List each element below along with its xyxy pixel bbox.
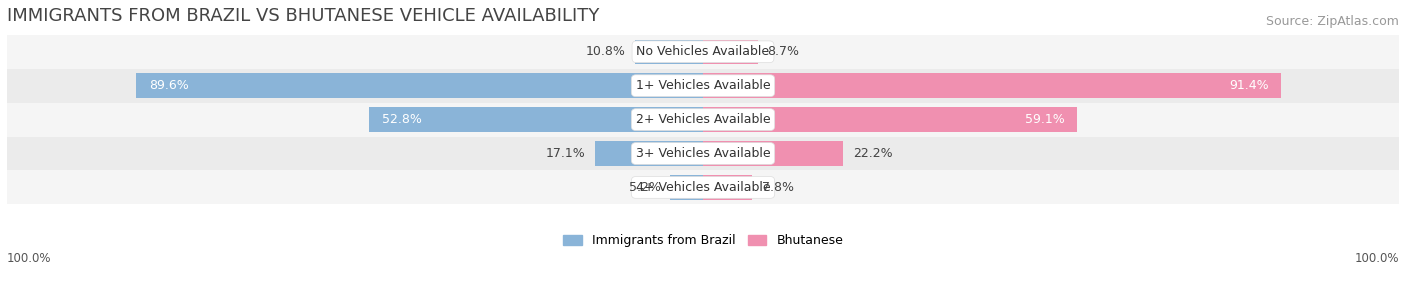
Text: 17.1%: 17.1% [546, 147, 585, 160]
Bar [0, 35, 1406, 69]
Text: 4+ Vehicles Available: 4+ Vehicles Available [636, 181, 770, 194]
Text: 91.4%: 91.4% [1229, 79, 1268, 92]
Text: 52.8%: 52.8% [381, 113, 422, 126]
Text: 1+ Vehicles Available: 1+ Vehicles Available [636, 79, 770, 92]
Text: No Vehicles Available: No Vehicles Available [637, 45, 769, 58]
Bar [703, 108, 1077, 132]
Bar [0, 170, 1406, 204]
Text: 7.8%: 7.8% [762, 181, 794, 194]
Text: Source: ZipAtlas.com: Source: ZipAtlas.com [1267, 15, 1399, 28]
Bar [0, 103, 1406, 137]
Bar [136, 74, 703, 98]
Bar [703, 175, 752, 200]
Bar [595, 141, 703, 166]
Bar [703, 39, 758, 64]
Text: 2+ Vehicles Available: 2+ Vehicles Available [636, 113, 770, 126]
Bar [0, 137, 1406, 170]
Text: 5.2%: 5.2% [628, 181, 661, 194]
Text: IMMIGRANTS FROM BRAZIL VS BHUTANESE VEHICLE AVAILABILITY: IMMIGRANTS FROM BRAZIL VS BHUTANESE VEHI… [7, 7, 599, 25]
Text: 100.0%: 100.0% [7, 252, 52, 265]
Legend: Immigrants from Brazil, Bhutanese: Immigrants from Brazil, Bhutanese [558, 229, 848, 253]
Text: 22.2%: 22.2% [853, 147, 893, 160]
Bar [703, 141, 844, 166]
Bar [368, 108, 703, 132]
Text: 89.6%: 89.6% [149, 79, 188, 92]
Bar [634, 39, 703, 64]
Bar [671, 175, 703, 200]
Text: 8.7%: 8.7% [768, 45, 800, 58]
Text: 10.8%: 10.8% [585, 45, 626, 58]
Text: 59.1%: 59.1% [1025, 113, 1064, 126]
Bar [0, 69, 1406, 103]
Text: 3+ Vehicles Available: 3+ Vehicles Available [636, 147, 770, 160]
Text: 100.0%: 100.0% [1354, 252, 1399, 265]
Bar [703, 74, 1281, 98]
